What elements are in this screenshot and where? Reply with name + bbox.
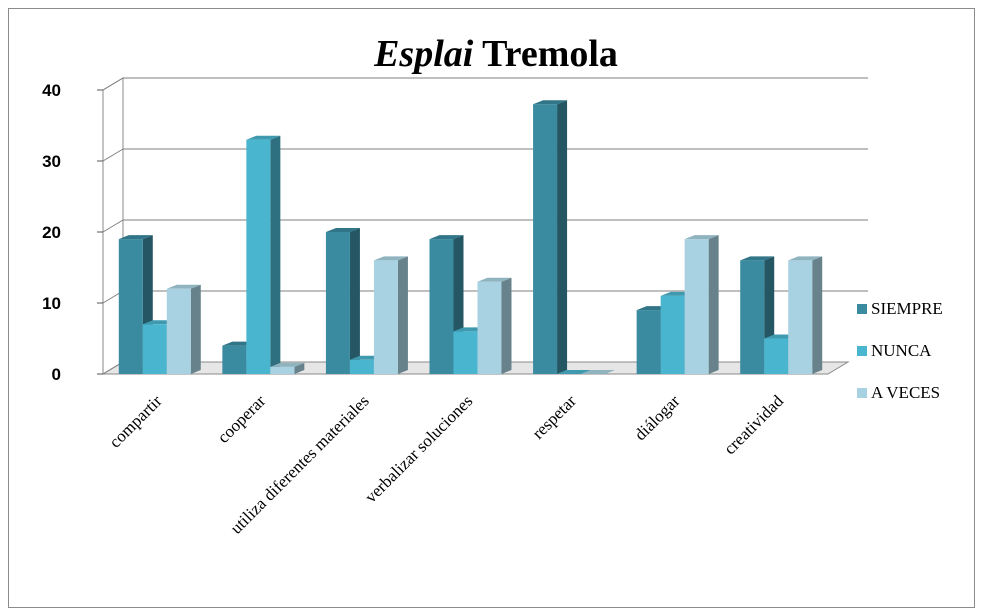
bar — [581, 370, 616, 374]
bar-front — [533, 104, 558, 374]
bar-top — [788, 256, 823, 261]
bar-front — [222, 345, 247, 374]
y-axis-ticks: 0 10 20 30 40 — [42, 81, 103, 384]
bar-side — [812, 256, 823, 374]
bar-front — [764, 338, 789, 374]
bar — [788, 256, 823, 374]
x-tick-label: creatividad — [720, 391, 787, 458]
bar — [684, 235, 719, 374]
y-tick-label: 20 — [42, 223, 61, 242]
bar-side — [294, 362, 305, 374]
legend-label: A VECES — [871, 383, 940, 402]
bar-side — [708, 235, 719, 374]
bar-top — [740, 256, 775, 261]
legend: SIEMPRE NUNCA A VECES — [857, 299, 943, 402]
bar-front — [429, 239, 454, 374]
bar-front — [166, 288, 191, 374]
y-tick-label: 30 — [42, 152, 61, 171]
gridline-diagonal — [102, 219, 124, 233]
bar-front — [142, 324, 167, 374]
legend-swatch — [857, 304, 867, 314]
bar-top — [581, 370, 616, 374]
bar-front — [246, 139, 271, 374]
legend-item: SIEMPRE — [857, 299, 943, 318]
y-tick-label: 10 — [42, 294, 61, 313]
bar-side — [397, 256, 408, 374]
bar-top — [373, 256, 408, 261]
bar — [477, 277, 512, 374]
bar-top — [557, 370, 592, 374]
bar — [533, 100, 568, 374]
chart-title-rest: Tremola — [482, 33, 618, 75]
bar-top — [325, 228, 360, 232]
bar-front — [349, 359, 374, 374]
bars — [118, 100, 823, 374]
bar-front — [788, 260, 813, 374]
bar — [373, 256, 408, 374]
bar-top — [429, 235, 464, 240]
bar — [557, 370, 592, 374]
gridline-diagonal — [102, 77, 124, 91]
bar-top — [270, 362, 305, 367]
bar-front — [270, 366, 295, 374]
bar-front — [636, 310, 661, 374]
gridline-diagonal — [102, 148, 124, 162]
bar-top — [118, 235, 153, 240]
bar-front — [325, 232, 350, 374]
bar-front — [453, 331, 478, 374]
bar — [270, 362, 305, 374]
bar-front — [740, 260, 765, 374]
y-tick-label: 0 — [52, 365, 61, 384]
bar-top — [684, 235, 719, 240]
x-tick-label: compartir — [105, 391, 165, 451]
x-tick-label: diálogar — [631, 391, 684, 444]
y-tick-label: 40 — [42, 81, 61, 100]
legend-label: SIEMPRE — [871, 299, 943, 318]
chart-title: Esplai Tremola — [373, 33, 618, 75]
legend-label: NUNCA — [871, 341, 932, 360]
bar-top — [477, 277, 512, 282]
x-tick-label: cooperar — [214, 391, 270, 447]
bar — [325, 228, 360, 374]
x-tick-label: verbalizar soluciones — [361, 391, 476, 506]
bar-front — [477, 281, 502, 374]
bar-front — [373, 260, 398, 374]
bar-top — [533, 100, 568, 105]
x-tick-label: respetar — [528, 391, 580, 443]
legend-swatch — [857, 388, 867, 398]
legend-item: A VECES — [857, 383, 940, 402]
bar-side — [501, 277, 512, 374]
bar — [246, 135, 281, 374]
bar-side — [349, 228, 360, 374]
bar-side — [270, 135, 281, 374]
bar-top — [246, 135, 281, 140]
bar — [166, 284, 201, 374]
chart-title-italic: Esplai — [373, 33, 474, 75]
legend-item: NUNCA — [857, 341, 932, 360]
bar-side — [557, 100, 568, 374]
bar-side — [190, 284, 201, 374]
bar-top — [166, 284, 201, 289]
bar-front — [684, 239, 709, 374]
bar-front — [118, 239, 143, 374]
legend-swatch — [857, 346, 867, 356]
bar-front — [660, 295, 685, 374]
